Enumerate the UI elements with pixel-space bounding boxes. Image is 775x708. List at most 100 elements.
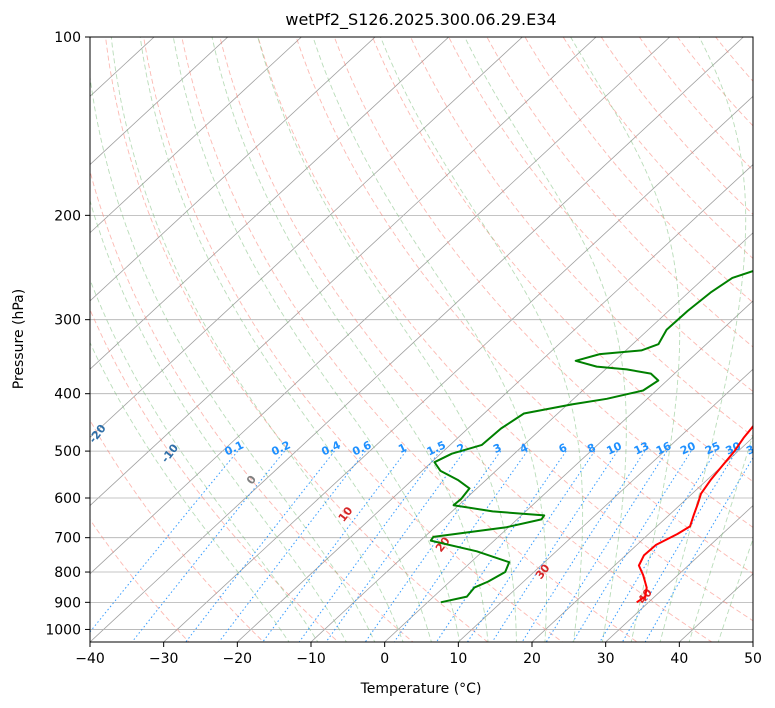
- moist-adiabat-line: [380, 37, 584, 642]
- y-tick-label: 800: [54, 565, 81, 581]
- moist-adiabat-line: [312, 37, 547, 642]
- isotherm-line: [678, 573, 753, 642]
- moist-adiabat-line: [688, 433, 753, 642]
- mixing-ratio-line: [364, 450, 502, 642]
- isotherm-line: [90, 37, 376, 302]
- mixing-ratio-label: 2: [455, 441, 467, 456]
- dry-adiabat-line: [90, 308, 339, 642]
- moist-adiabat-line: [90, 73, 376, 642]
- moist-adiabat-line: [110, 37, 404, 642]
- isotherm-line: [90, 37, 597, 507]
- mixing-ratio-line: [572, 450, 692, 642]
- dry-adiabat-line: [410, 37, 753, 437]
- dry-adiabat-line: [743, 24, 775, 645]
- isotherm-line: [384, 300, 753, 642]
- plot-area: -100-90-80-70-60-50-40-30-20-10010203040…: [90, 24, 775, 645]
- mixing-ratio-line: [545, 450, 668, 642]
- isotherm-line: [90, 37, 229, 166]
- y-axis: 100 200 300 400 500 600 700 800 900 1000: [45, 30, 90, 638]
- mixing-ratio-labels: 0.1 0.2 0.4 0.6 1 1.5 2 3 4 6 8 10 13 16 20 25 30 36: [223, 438, 764, 458]
- isotherm-line: [457, 368, 753, 642]
- x-tick-label: 20: [523, 651, 541, 667]
- moist-adiabat-line: [717, 537, 753, 642]
- isotherm-line: [90, 37, 671, 575]
- x-tick-label: 40: [670, 651, 688, 667]
- isotherm-line: [236, 163, 753, 642]
- dry-adiabat-line: [486, 37, 753, 348]
- mixing-ratio-line: [131, 450, 285, 642]
- chart-title: wetPf2_S126.2025.300.06.29.E34: [285, 10, 556, 30]
- y-tick-label: 1000: [45, 622, 81, 638]
- dry-adiabat-line: [524, 37, 753, 304]
- dry-adiabat-line: [181, 37, 638, 642]
- dry-adiabat-label: -10: [159, 441, 182, 465]
- moist-adiabat-line: [172, 37, 461, 642]
- dry-adiabat-label: 30: [533, 561, 553, 581]
- dry-adiabat-line: [90, 169, 414, 642]
- x-tick-label: −40: [75, 651, 105, 667]
- moist-adiabat-line: [659, 37, 747, 642]
- x-axis-title: Temperature (°C): [360, 681, 482, 697]
- mixing-ratio-label: 1.5: [425, 438, 448, 458]
- dry-adiabat-label: 0: [244, 473, 259, 487]
- isotherm-line: [90, 37, 450, 370]
- mixing-ratio-line: [262, 450, 407, 642]
- dry-adiabat-line: [219, 37, 713, 642]
- x-tick-label: 0: [380, 651, 389, 667]
- mixing-ratio-line: [621, 450, 737, 642]
- moist-adiabat-line: [139, 37, 432, 642]
- temperature-profile-line: [636, 424, 753, 604]
- moist-adiabat-line: [211, 37, 489, 642]
- isotherm-line: [90, 37, 523, 438]
- dewpoint-profile-line: [429, 270, 753, 604]
- isotherm-line: [90, 37, 744, 642]
- dry-adiabat-line: [638, 37, 753, 171]
- y-tick-label: 700: [54, 531, 81, 547]
- sounding-series: [429, 270, 753, 604]
- mixing-ratio-label: 16: [654, 439, 674, 457]
- y-tick-label: 400: [54, 387, 81, 403]
- x-tick-label: −10: [296, 651, 326, 667]
- dry-adiabat-line: [715, 37, 753, 82]
- x-tick-label: −30: [149, 651, 179, 667]
- moist-adiabat-line: [90, 278, 319, 642]
- mixing-ratio-label: 20: [678, 439, 698, 457]
- x-tick-label: −20: [223, 651, 253, 667]
- x-tick-label: 10: [449, 651, 467, 667]
- moist-adiabat-line: [90, 199, 347, 642]
- isotherm-line: [531, 436, 753, 642]
- dry-adiabat-line: [372, 37, 753, 483]
- y-tick-label: 500: [54, 444, 81, 460]
- isotherm-line: [90, 37, 302, 234]
- x-tick-label: 30: [597, 651, 615, 667]
- dry-adiabat-line: [90, 518, 190, 642]
- y-axis-title: Pressure (hPa): [11, 289, 27, 389]
- plot-frame: [89, 36, 754, 643]
- dry-adiabat-line: [295, 37, 753, 575]
- mixing-ratio-line: [521, 450, 646, 642]
- mixing-ratio-label: 6: [557, 441, 570, 456]
- mixing-ratio-line: [491, 450, 618, 642]
- y-tick-label: 300: [54, 313, 81, 329]
- mixing-ratio-line: [218, 450, 366, 642]
- mixing-ratio-label: 36: [744, 439, 764, 457]
- mixing-ratio-label: 10: [605, 439, 625, 457]
- moist-adiabat-lines: [90, 37, 753, 642]
- mixing-ratio-label: 25: [703, 439, 722, 457]
- moist-adiabat-line: [90, 341, 290, 642]
- dry-adiabat-line: [90, 419, 265, 642]
- mixing-ratio-line: [435, 450, 567, 642]
- dry-adiabat-line: [600, 37, 753, 215]
- y-tick-label: 600: [54, 491, 81, 507]
- dry-adiabat-line: [105, 37, 489, 642]
- dry-adiabat-line: [676, 37, 753, 127]
- dry-adiabat-line: [448, 37, 753, 393]
- isotherm-line: [163, 95, 753, 642]
- y-tick-label: 900: [54, 595, 81, 611]
- mixing-ratio-line: [90, 450, 239, 633]
- isotherm-lines: [90, 37, 753, 642]
- dry-adiabat-line: [257, 37, 753, 622]
- dry-adiabat-line: [333, 37, 753, 528]
- mixing-ratio-line: [599, 450, 717, 642]
